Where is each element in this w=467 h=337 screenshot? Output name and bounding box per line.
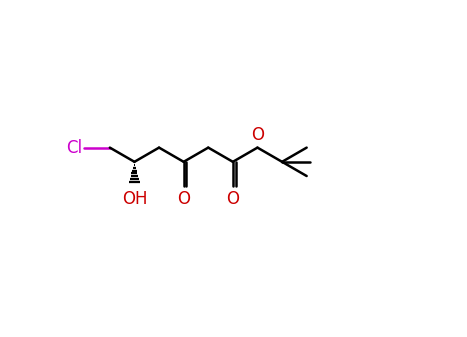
Text: O: O (177, 190, 190, 208)
Text: O: O (226, 190, 240, 208)
Text: Cl: Cl (66, 139, 83, 157)
Text: OH: OH (122, 190, 147, 208)
Text: O: O (251, 126, 264, 144)
